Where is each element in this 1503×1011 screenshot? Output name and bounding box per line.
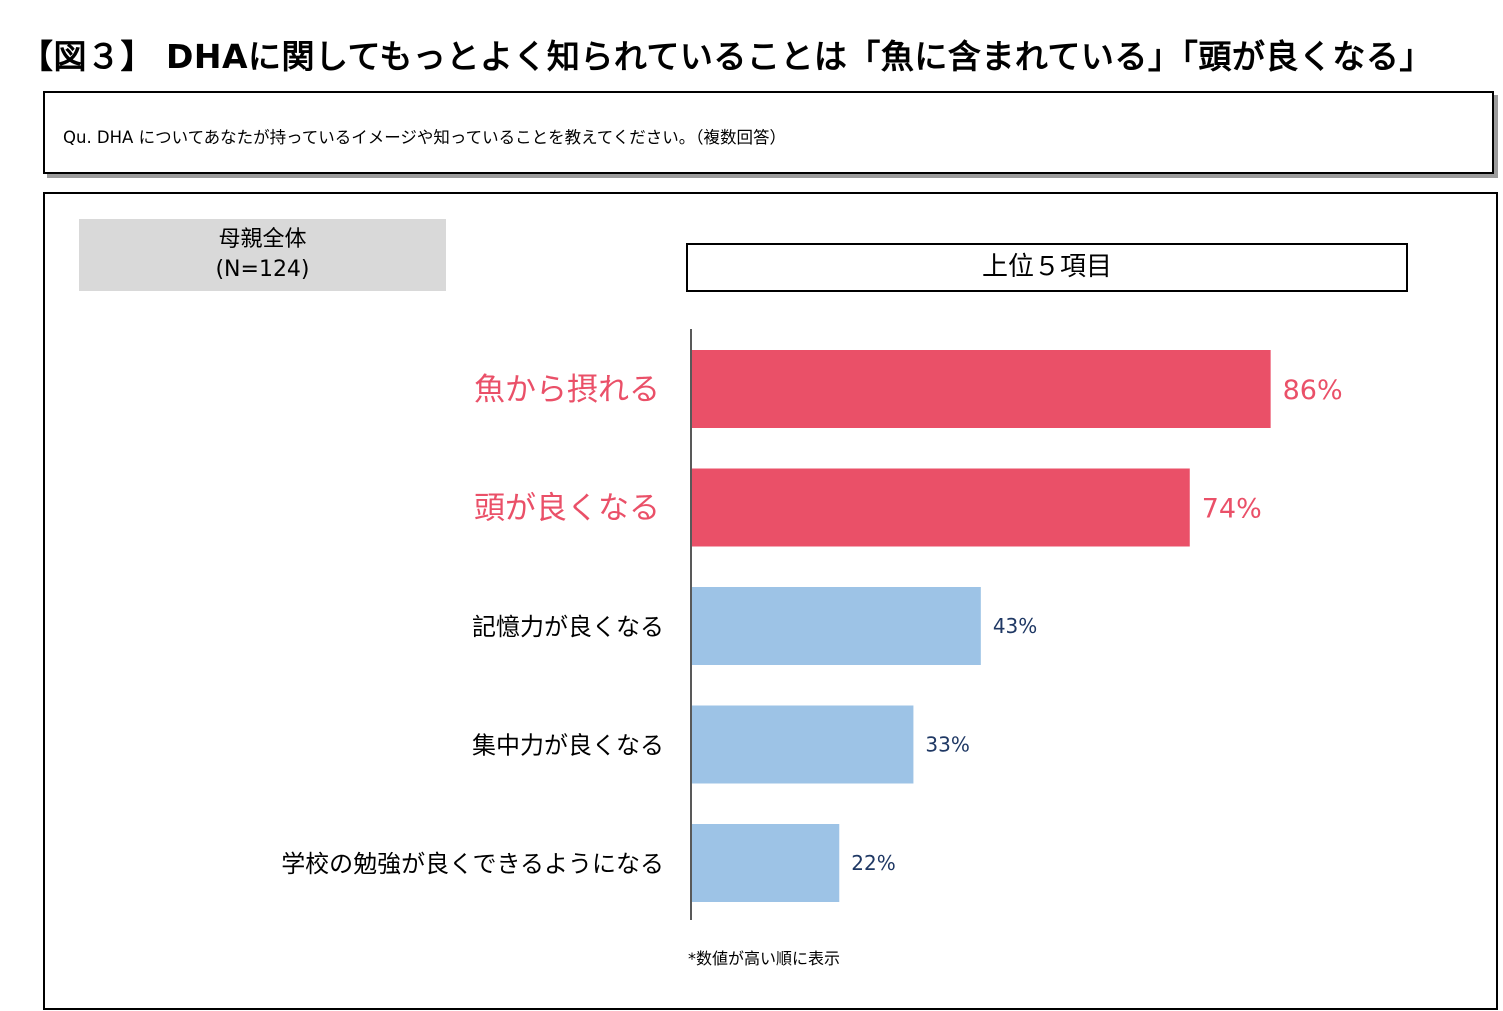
chart-panel: 母親全体 (N=124) 上位５項目 魚から摂れる 86% 頭が良くなる 74% 記憶力… — [43, 192, 1498, 1010]
panel-title: 上位５項目 — [686, 243, 1408, 292]
sample-size-label: (N=124) — [215, 257, 310, 282]
figure-title: 【図３】 DHAに関してもっとよく知られていることは「魚に含まれている」「頭が良… — [20, 37, 1433, 76]
bar-chart: 魚から摂れる 86% 頭が良くなる 74% 記憶力が良くなる 43% 集中力が良くなる 33%… — [281, 329, 1343, 920]
category-label-5: 学校の勉強が良くできるようになる — [281, 850, 664, 878]
category-label-3: 記憶力が良くなる — [472, 613, 664, 641]
value-label-1: 86% — [1283, 375, 1343, 406]
bar-2 — [691, 468, 1190, 547]
question-box: Qu. DHA についてあなたが持っているイメージや知っていることを教えてくださ… — [43, 91, 1494, 174]
question-text: Qu. DHA についてあなたが持っているイメージや知っていることを教えてくださ… — [63, 128, 787, 147]
value-label-3: 43% — [993, 614, 1037, 638]
category-label-2: 頭が良くなる — [474, 491, 660, 527]
bar-4 — [691, 705, 914, 784]
category-label-4: 集中力が良くなる — [472, 732, 664, 760]
value-label-4: 33% — [925, 733, 969, 757]
sort-note: *数値が高い順に表示 — [688, 949, 841, 968]
sample-size-box: 母親全体 (N=124) — [79, 219, 446, 291]
bar-1 — [691, 350, 1271, 428]
sample-group-label: 母親全体 — [218, 227, 307, 252]
bar-3 — [691, 587, 981, 665]
value-label-5: 22% — [851, 851, 895, 875]
value-label-2: 74% — [1202, 494, 1262, 525]
bar-5 — [691, 824, 840, 902]
category-label-1: 魚から摂れる — [474, 372, 660, 408]
